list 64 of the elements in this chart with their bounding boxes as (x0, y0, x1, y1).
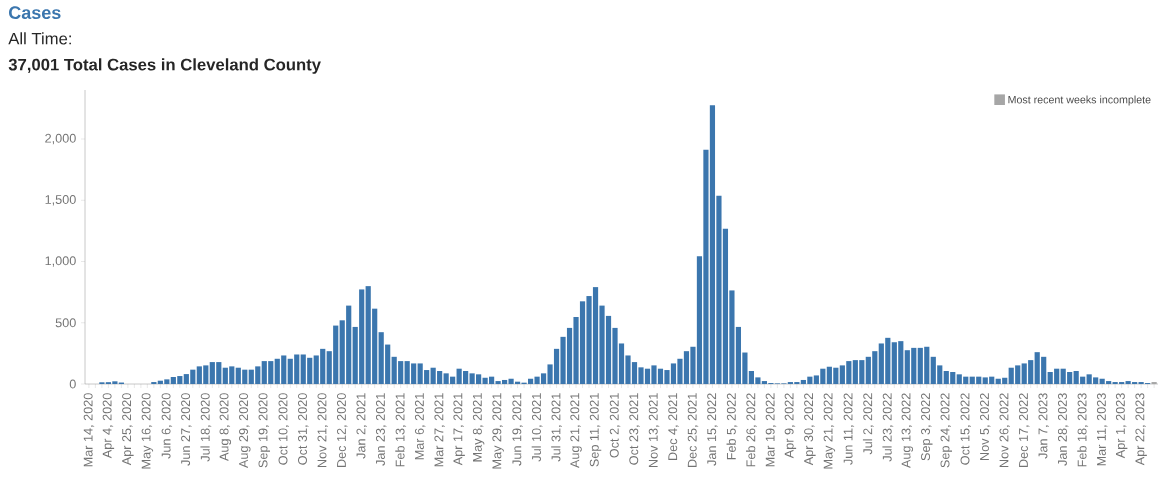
x-tick-label: Nov 26, 2022 (999, 393, 1010, 468)
x-tick-label: Jul 23, 2022 (882, 393, 894, 462)
x-tick-label: Feb 13, 2021 (395, 393, 407, 467)
x-tick-label: Dec 17, 2022 (1018, 393, 1030, 468)
x-tick-label: Oct 31, 2020 (298, 393, 309, 465)
x-tick-label: Oct 15, 2022 (960, 393, 971, 465)
x-tick-label: Apr 1, 2023 (1115, 393, 1128, 459)
x-tick-label: Sep 3, 2022 (921, 393, 933, 461)
x-tick-label: Dec 25, 2021 (687, 393, 699, 468)
x-tick-label: Feb 26, 2022 (746, 393, 757, 467)
x-tick-label: Apr 4, 2020 (102, 393, 115, 459)
x-tick-label: Jul 31, 2021 (551, 393, 562, 462)
x-tick-label: Dec 12, 2020 (336, 393, 348, 468)
y-tick-label: 1,000 (45, 256, 76, 267)
chart-title: Cases (9, 6, 61, 20)
x-tick-label: Aug 21, 2021 (570, 393, 582, 469)
x-tick-label: Jan 2, 2021 (356, 393, 367, 459)
legend-label: Most recent weeks incomplete (1008, 95, 1151, 106)
x-tick-label: May 16, 2020 (141, 393, 154, 469)
x-tick-label: May 21, 2022 (823, 393, 836, 469)
x-tick-label: Jun 19, 2021 (512, 393, 523, 466)
x-tick-label: Dec 4, 2021 (668, 393, 679, 460)
text: 37,001 Total Cases in Cleveland County (8, 58, 321, 74)
x-tick-label: Jan 23, 2021 (375, 393, 387, 466)
y-tick-label: 1,500 (45, 195, 76, 206)
x-tick-label: Aug 8, 2020 (219, 393, 232, 462)
x-tick-label: Oct 10, 2020 (278, 393, 289, 465)
x-tick-label: Sep 11, 2021 (589, 393, 602, 467)
x-tick-label: May 29, 2021 (492, 393, 504, 469)
x-tick-label: May 8, 2021 (472, 393, 485, 462)
x-tick-label: Nov 13, 2021 (648, 393, 660, 468)
y-tick-label: 500 (55, 318, 76, 328)
x-tick-label: Apr 22, 2023 (1135, 393, 1147, 466)
x-tick-label: Jan 28, 2023 (1057, 393, 1069, 466)
x-tick-label: Oct 2, 2021 (609, 393, 621, 458)
x-tick-label: Jun 27, 2020 (181, 393, 192, 466)
x-tick-label: Jul 18, 2020 (200, 393, 212, 462)
x-tick-label: Sep 19, 2020 (258, 393, 271, 468)
x-tick-label: Feb 18, 2023 (1077, 393, 1089, 467)
x-tick-label: Mar 27, 2021 (434, 393, 445, 467)
x-tick-label: Mar 19, 2022 (765, 393, 777, 467)
y-tick-label: 2,000 (45, 133, 76, 145)
x-tick-label: Jul 2, 2022 (862, 393, 874, 455)
x-tick-label: Aug 13, 2022 (901, 393, 914, 469)
y-tick-label: 0 (69, 379, 76, 389)
x-tick-label: Feb 5, 2022 (726, 393, 738, 460)
x-tick-label: Jan 15, 2022 (707, 393, 718, 466)
x-tick-label: Nov 5, 2022 (980, 393, 991, 460)
x-tick-label: Sep 24, 2022 (940, 393, 953, 468)
x-tick-label: Mar 14, 2020 (83, 393, 95, 467)
x-tick-label: Oct 23, 2021 (629, 393, 640, 465)
x-tick-label: Jul 10, 2021 (531, 393, 543, 462)
x-tick-label: Mar 6, 2021 (414, 393, 426, 460)
x-tick-label: Mar 11, 2023 (1096, 393, 1108, 466)
x-tick-label: Nov 21, 2020 (317, 393, 328, 468)
x-tick-label: Jan 7, 2023 (1038, 393, 1049, 459)
x-tick-label: Apr 17, 2021 (453, 393, 465, 466)
x-tick-label: Apr 9, 2022 (784, 393, 797, 459)
x-tick-label: Jun 6, 2020 (161, 393, 173, 459)
x-tick-label: Apr 30, 2022 (804, 393, 816, 466)
chart-subtitle: All Time: (8, 32, 71, 45)
x-tick-label: Jun 11, 2022 (843, 393, 855, 465)
x-tick-label: Aug 29, 2020 (239, 393, 251, 469)
x-tick-label: Apr 25, 2020 (122, 393, 134, 466)
